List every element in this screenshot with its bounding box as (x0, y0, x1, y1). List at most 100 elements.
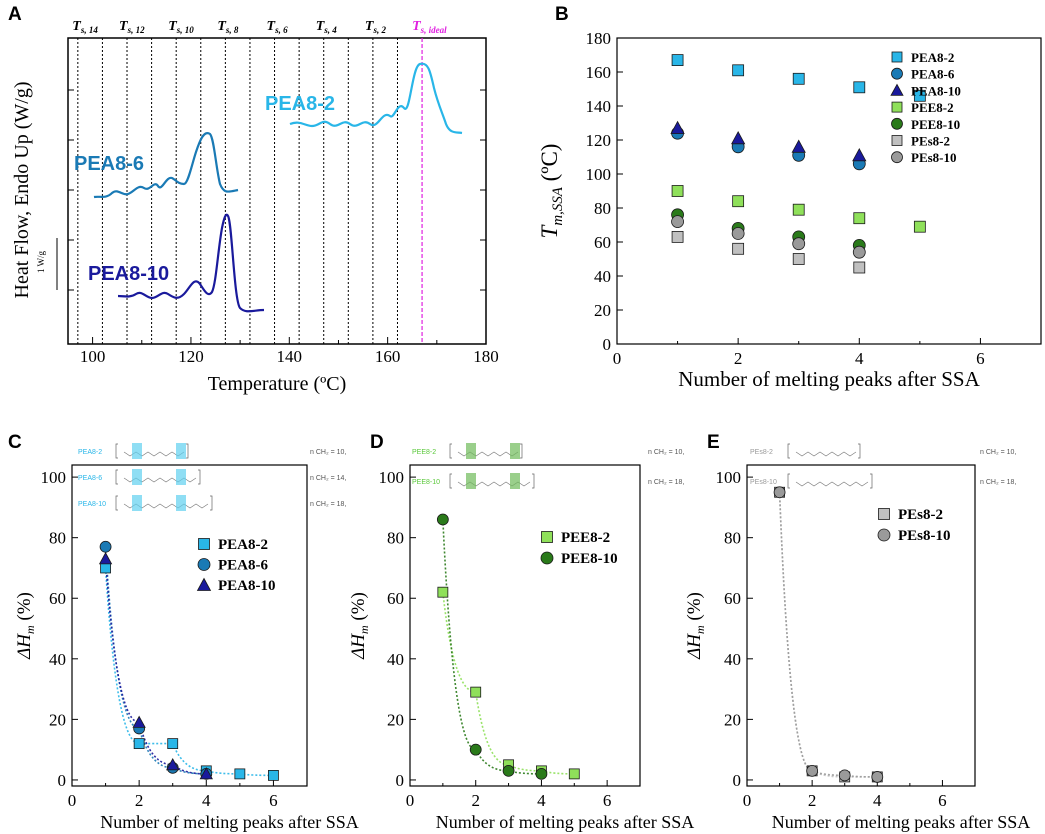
legend-marker (540, 551, 554, 565)
data-point (671, 185, 684, 197)
structure-bracket (449, 443, 452, 459)
panel-a-frame (67, 37, 487, 345)
x-tick-label: 0 (613, 349, 622, 368)
x-tick-label: 4 (537, 791, 546, 810)
legend-marker (196, 577, 212, 591)
data-point (852, 245, 866, 259)
y-tick-label: 100 (586, 165, 612, 184)
ts-label-t: T (168, 19, 178, 34)
data-point (792, 253, 805, 265)
structure-bracket (115, 443, 118, 459)
structure-nch2: n CH₂ = 18, (648, 479, 684, 486)
legend-label: PEA8-6 (218, 558, 268, 574)
x-tick-label: 6 (938, 791, 947, 810)
y-tick-label: 60 (594, 233, 611, 252)
y-label-unit: (%) (14, 592, 35, 625)
y-tick-label: 140 (586, 97, 612, 116)
ts-ideal-sub: s, ideal (420, 25, 447, 35)
data-point (133, 738, 145, 750)
x-tick-label: 120 (178, 347, 204, 366)
data-point (568, 768, 580, 780)
data-point (792, 203, 805, 216)
ts-label-sub: s, 12 (127, 25, 146, 35)
ts-label-sub: s, 2 (372, 25, 386, 35)
structure-bracket (532, 473, 535, 489)
data-point (470, 686, 482, 698)
x-tick-label: 2 (734, 349, 743, 368)
data-point (731, 227, 745, 240)
data-point (853, 81, 866, 94)
x-tick-label: 6 (269, 791, 278, 810)
y-tick-label: 20 (49, 710, 66, 729)
curve-label: PEA8-2 (265, 93, 335, 115)
structure-name: PEs8-2 (750, 449, 773, 456)
y-tick-label: 60 (49, 589, 66, 608)
y-label-unit: (%) (348, 592, 369, 625)
structure-highlight (510, 473, 520, 489)
data-point (671, 54, 684, 66)
plot-frame (409, 464, 641, 787)
data-point (670, 120, 685, 134)
panel-a-x-ticks: 100 120 140 160 180 (80, 337, 499, 366)
y-tick-label: 60 (387, 589, 404, 608)
fit-curve (104, 567, 274, 777)
fit-curve (104, 558, 207, 775)
structure-nch2: n CH₂ = 10, (980, 449, 1016, 456)
ts-label-t: T (267, 19, 277, 34)
data-point (732, 64, 745, 77)
legend-marker (541, 531, 553, 543)
curve-label: PEA8-6 (74, 153, 144, 175)
plot-frame (71, 464, 308, 787)
panel-d-label: D (370, 432, 384, 453)
y-tick-label: 0 (396, 771, 405, 790)
panel-a: A Ts, 14 Ts, 12 Ts, 10 Ts, 8 Ts, 6 Ts, 4 Ts, 2… (8, 4, 499, 395)
legend-label: PEA8-10 (911, 83, 961, 98)
ts-label: Ts, 6 (267, 19, 289, 35)
y-label-main: T (537, 223, 562, 238)
legend-label: PEE8-10 (911, 117, 960, 132)
data-point (913, 89, 926, 102)
legend-label: PEA8-2 (218, 537, 268, 553)
structure-bracket (210, 495, 213, 511)
x-tick-label: 4 (873, 791, 882, 810)
y-axis-label: ΔHm (%) (14, 592, 37, 660)
y-axis-label: ΔHm (%) (684, 592, 707, 660)
structure-highlight (132, 443, 142, 459)
legend-label: PEs8-10 (898, 528, 951, 544)
y-tick-label: 20 (594, 301, 611, 320)
x-tick-label: 2 (471, 791, 480, 810)
legend-marker (891, 151, 903, 164)
plot-frame (616, 37, 1042, 345)
data-point (853, 212, 866, 225)
data-point (469, 743, 482, 756)
structure-highlight (510, 443, 520, 459)
legend-marker (891, 67, 903, 80)
data-point (99, 540, 112, 553)
data-point (535, 767, 548, 780)
ts-label-sub: s, 14 (80, 25, 99, 35)
fit-curve (104, 546, 207, 775)
structure-name: PEA8-2 (78, 449, 102, 456)
x-tick-label: 2 (808, 791, 817, 810)
data-point (792, 72, 805, 85)
data-point (791, 139, 806, 153)
data-point (732, 195, 745, 208)
ts-label: Ts, 10 (168, 19, 194, 35)
data-point (773, 486, 786, 499)
y-tick-label: 100 (379, 468, 405, 487)
y-label-sub: m,SSA (550, 186, 566, 225)
legend-marker (891, 117, 903, 130)
structure-bracket (520, 443, 523, 459)
legend-label: PEA8-2 (911, 50, 954, 65)
scale-bar-label: 1 W/g (36, 250, 46, 273)
structure-highlight (466, 473, 476, 489)
structure-highlight (132, 495, 142, 511)
legend-label: PEs8-2 (898, 507, 943, 523)
fit-curve (442, 592, 575, 775)
data-point (730, 130, 746, 145)
ts-label-t: T (217, 19, 227, 34)
y-tick-label: 80 (387, 529, 404, 548)
legend-marker (891, 135, 903, 146)
panel-c-label: C (8, 432, 22, 453)
